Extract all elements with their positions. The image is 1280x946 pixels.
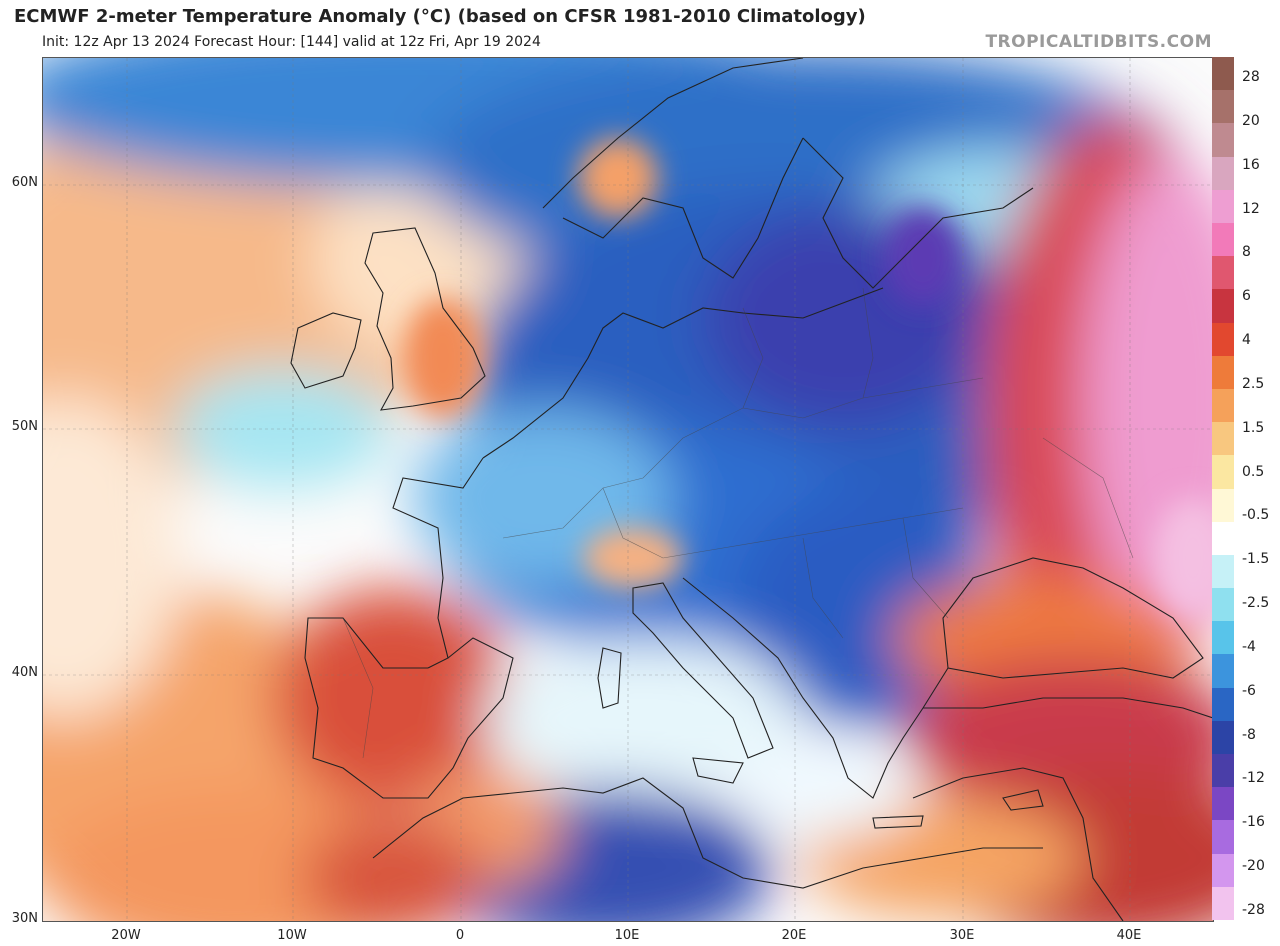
lon-label-30e: 30E (949, 928, 975, 943)
color-swatch (1212, 820, 1234, 855)
color-scale-tick: 1.5 (1242, 419, 1265, 436)
color-scale: 28 20 16 12 8 6 4 2.5 1.5 0.5 -0.5 -1.5 -2.5 -4 -6 -8 -1… (1212, 57, 1280, 921)
color-swatch (1212, 621, 1234, 655)
color-swatch (1212, 222, 1234, 257)
color-scale-tick: 2.5 (1242, 375, 1265, 392)
color-swatch (1212, 554, 1234, 589)
color-swatch (1212, 123, 1234, 158)
color-scale-tick: -28 (1242, 902, 1265, 918)
color-scale-tick: 8 (1242, 244, 1251, 261)
color-scale-tick: -2.5 (1242, 595, 1270, 612)
color-scale-tick: -20 (1242, 858, 1265, 875)
brand-watermark: TROPICALTIDBITS.COM (985, 32, 1212, 52)
lat-label-50n: 50N (11, 419, 38, 434)
color-scale-tick: 0.5 (1242, 463, 1265, 480)
color-scale-tick: 12 (1242, 200, 1260, 217)
color-swatch (1212, 588, 1234, 622)
color-swatch (1212, 455, 1234, 489)
lon-label-10w: 10W (277, 928, 307, 943)
color-swatch (1212, 488, 1234, 523)
color-swatch (1212, 256, 1234, 290)
color-swatch (1212, 687, 1234, 722)
color-scale-tick: 16 (1242, 156, 1260, 173)
lat-label-40n: 40N (11, 665, 38, 680)
color-scale-tick: -8 (1242, 726, 1256, 743)
coastlines (290, 58, 1213, 921)
color-swatch (1212, 521, 1234, 556)
graticule (43, 58, 1213, 921)
color-scale-tick: -4 (1242, 638, 1256, 655)
lon-label-40e: 40E (1116, 928, 1142, 943)
color-swatch (1212, 422, 1234, 456)
color-swatch (1212, 754, 1234, 788)
lon-label-0: 0 (455, 928, 465, 943)
anomaly-field-detail (403, 138, 1213, 618)
color-swatch (1212, 189, 1234, 224)
anomaly-map[interactable] (42, 57, 1214, 922)
color-scale-tick: 6 (1242, 288, 1251, 305)
color-swatch (1212, 57, 1234, 91)
lat-label-60n: 60N (11, 175, 38, 190)
color-scale-tick: -6 (1242, 682, 1256, 699)
color-scale-tick: -0.5 (1242, 507, 1270, 524)
color-scale-tick: -16 (1242, 814, 1265, 831)
lon-label-20e: 20E (781, 928, 807, 943)
color-scale-tick: 20 (1242, 112, 1260, 129)
color-swatch (1212, 720, 1234, 755)
color-scale-tick: 4 (1242, 332, 1251, 349)
color-swatch (1212, 355, 1234, 390)
color-swatch (1212, 90, 1234, 124)
lon-label-10e: 10E (614, 928, 640, 943)
color-swatch (1212, 322, 1234, 357)
lon-label-20w: 20W (111, 928, 141, 943)
color-swatch (1212, 289, 1234, 324)
color-swatch (1212, 886, 1234, 921)
color-swatch (1212, 156, 1234, 191)
country-borders (342, 287, 1134, 759)
color-scale-tick: -1.5 (1242, 551, 1270, 568)
color-swatch (1212, 787, 1234, 821)
map-title: ECMWF 2-meter Temperature Anomaly (°C) (… (14, 6, 866, 27)
color-swatch (1212, 388, 1234, 423)
forecast-info: Init: 12z Apr 13 2024 Forecast Hour: [14… (42, 34, 541, 50)
color-scale-tick: 28 (1242, 69, 1260, 85)
color-scale-tick: -12 (1242, 770, 1265, 787)
lat-label-30n: 30N (11, 911, 38, 926)
color-swatch (1212, 654, 1234, 689)
color-swatch (1212, 853, 1234, 888)
